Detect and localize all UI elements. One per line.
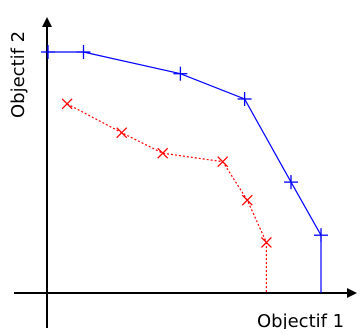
series-2-point-3 — [157, 147, 169, 159]
series-2 — [61, 98, 272, 293]
y-axis-label: Objectif 2 — [8, 31, 29, 118]
x-axis-label: Objectif 1 — [257, 311, 344, 329]
series-1-point-6 — [314, 228, 328, 243]
series-1-point-4 — [237, 92, 252, 106]
series-1-point-2 — [76, 45, 91, 59]
series-2-point-5 — [241, 194, 253, 206]
series-1-point-3 — [173, 66, 188, 81]
series-1-point-5 — [284, 175, 298, 190]
series-2-point-1 — [61, 98, 73, 110]
series-layer — [41, 45, 328, 293]
series-2-point-4 — [217, 156, 229, 168]
series-2-point-2 — [116, 127, 128, 139]
series-1-point-1 — [41, 45, 55, 59]
series-2-point-6 — [260, 236, 272, 248]
series-1-line — [48, 51, 322, 293]
series-1 — [41, 45, 328, 293]
series-2-line — [66, 103, 267, 293]
